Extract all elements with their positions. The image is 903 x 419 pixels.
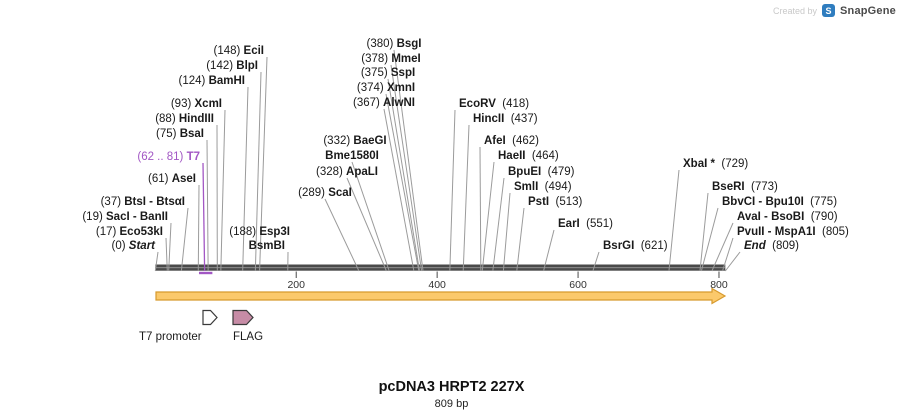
- site-line-BbvCI-Bpu10I: [700, 207, 719, 272]
- site-label-SspI: (375) SspI: [361, 67, 415, 79]
- site-line-BsrGI: [592, 251, 600, 272]
- site-line-EciI: [259, 56, 268, 272]
- site-line-BseRI: [699, 192, 709, 272]
- sequence-bar-gap: [155, 267, 726, 269]
- site-line-BamHI: [242, 86, 249, 272]
- site-label-Start: (0) Start: [112, 240, 157, 252]
- site-line-XcmI: [220, 109, 226, 272]
- snapgene-logo-icon: S: [821, 4, 835, 17]
- site-line-EcoRV: [449, 109, 456, 272]
- t7-promoter-label: T7 promoter: [139, 331, 202, 343]
- site-label-HincII: HincII (437): [473, 113, 538, 125]
- site-line-SspI: [387, 78, 421, 272]
- site-label-XbaI-: XbaI * (729): [683, 158, 748, 170]
- site-line-ScaI: [324, 198, 360, 272]
- site-label-BsaI: (75) BsaI: [156, 128, 204, 140]
- site-line-BsaI: [206, 139, 209, 272]
- site-line-PstI: [516, 207, 525, 272]
- site-label-Esp3I: (188) Esp3I: [229, 226, 290, 238]
- site-label-T7: (62 .. 81) T7: [137, 151, 200, 163]
- site-label-AfeI: AfeI (462): [484, 135, 539, 147]
- site-label-EarI: EarI (551): [558, 218, 613, 230]
- site-label-EcoRV: EcoRV (418): [459, 98, 529, 110]
- site-label-SmlI: SmlI (494): [514, 181, 572, 193]
- brand-name: SnapGene: [839, 4, 896, 17]
- site-line-PvuII-MspA1I: [722, 237, 734, 272]
- site-line-AfeI: [479, 146, 482, 272]
- site-line-XmnI: [385, 93, 420, 272]
- site-label-BtsI-Bts-I: (37) BtsI - BtsαI: [101, 196, 185, 208]
- site-line-SacI-BanII: [168, 222, 172, 272]
- ruler-tick-label: 200: [287, 279, 305, 291]
- site-label-BaeGI: (332) BaeGI: [323, 135, 386, 147]
- site-label-BpuEI: BpuEI (479): [508, 166, 575, 178]
- site-label-PvuII-MspA1I: PvuII - MspA1I (805): [737, 226, 849, 238]
- site-line-HincII: [462, 124, 470, 272]
- t7-span-mark: [198, 271, 213, 275]
- site-line-End: [724, 251, 741, 272]
- site-label-XcmI: (93) XcmI: [171, 98, 222, 110]
- site-line-HaeII: [481, 161, 495, 272]
- site-line-Bme1580I: [351, 161, 390, 272]
- site-line-AlwNI: [383, 108, 415, 272]
- site-label-BsgI: (380) BsgI: [367, 38, 422, 50]
- site-line-SmlI: [502, 192, 511, 272]
- site-line-Eco53kI: [165, 237, 168, 272]
- site-line-AseI: [197, 184, 200, 272]
- site-line-MmeI: [390, 64, 423, 272]
- site-label-XmnI: (374) XmnI: [357, 82, 415, 94]
- site-label-ScaI: (289) ScaI: [298, 187, 352, 199]
- t7-promoter-arrow: [202, 309, 218, 326]
- plasmid-length: 809 bp: [434, 398, 469, 410]
- site-label-AvaI-BsoBI: AvaI - BsoBI (790): [737, 211, 838, 223]
- site-line-EarI: [543, 229, 555, 272]
- site-label-End: End (809): [744, 240, 799, 252]
- site-line-BlpI: [254, 71, 262, 272]
- credit-text: Created by: [772, 5, 817, 16]
- site-label-HindIII: (88) HindIII: [155, 113, 214, 125]
- site-line-XbaI-: [668, 169, 680, 272]
- site-line-T7: [202, 162, 206, 272]
- site-line-BsgI: [393, 49, 424, 272]
- site-label-SacI-BanII: (19) SacI - BanII: [82, 211, 168, 223]
- site-label-AlwNI: (367) AlwNI: [353, 97, 415, 109]
- insert-arrow: [155, 287, 727, 305]
- site-label-BsmBI: BsmBI: [249, 240, 285, 252]
- site-label-BamHI: (124) BamHI: [179, 75, 245, 87]
- site-line-AvaI-BsoBI: [711, 222, 734, 272]
- credit: Created by S SnapGene: [773, 4, 896, 17]
- site-line-BtsI-Bts-I: [180, 207, 189, 272]
- site-label-MmeI: (378) MmeI: [361, 53, 420, 65]
- site-label-Bme1580I: Bme1580I: [325, 150, 379, 162]
- ruler-tick-label: 400: [428, 279, 446, 291]
- site-label-ApaLI: (328) ApaLI: [316, 166, 378, 178]
- site-line-ApaLI: [346, 177, 387, 272]
- flag-arrow: [232, 309, 254, 326]
- site-label-BseRI: BseRI (773): [712, 181, 778, 193]
- plasmid-name: pcDNA3 HRPT2 227X: [378, 379, 525, 395]
- site-label-PstI: PstI (513): [528, 196, 583, 208]
- ruler-tick-label: 600: [569, 279, 587, 291]
- site-label-BlpI: (142) BlpI: [206, 60, 258, 72]
- site-label-BbvCI-Bpu10I: BbvCI - Bpu10I (775): [722, 196, 837, 208]
- site-label-BsrGI: BsrGI (621): [603, 240, 668, 252]
- ruler-tick-label: 800: [710, 279, 728, 291]
- site-label-AseI: (61) AseI: [148, 173, 196, 185]
- site-label-HaeII: HaeII (464): [498, 150, 559, 162]
- site-line-BpuEI: [492, 177, 505, 272]
- flag-label: FLAG: [233, 331, 264, 343]
- site-label-Eco53kI: (17) Eco53kI: [96, 226, 163, 238]
- site-line-Start: [154, 251, 159, 272]
- site-label-EciI: (148) EciI: [213, 45, 264, 57]
